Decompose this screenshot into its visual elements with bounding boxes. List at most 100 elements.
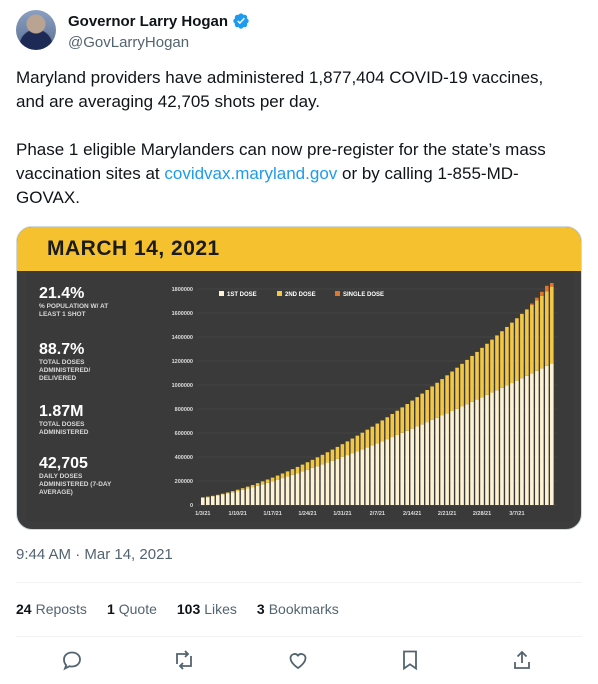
bar-second-dose (390, 414, 395, 438)
bar-second-dose (275, 475, 280, 480)
bar-second-dose (255, 483, 260, 486)
bar-second-dose (315, 457, 320, 467)
bar-second-dose (400, 407, 405, 433)
metric-label: Quote (118, 601, 157, 617)
bar-first-dose (235, 491, 240, 505)
metric-count: 103 (176, 601, 201, 617)
bar-second-dose (455, 367, 459, 409)
y-tick-label: 1200000 (172, 359, 193, 365)
y-tick-label: 1800000 (172, 287, 193, 293)
bar-first-dose (230, 492, 235, 505)
author-display-name[interactable]: Governor Larry Hogan (68, 12, 229, 30)
stat-value: 1.87M (39, 403, 84, 420)
tweet-paragraph-2-pre: Phase 1 eligible Marylanders can now pre… (16, 140, 546, 183)
bar-second-dose (205, 496, 210, 498)
bar-first-dose (395, 434, 400, 505)
bar-second-dose (360, 432, 365, 450)
covidvax-link[interactable]: covidvax.maryland.gov (164, 164, 338, 183)
bar-second-dose (485, 343, 489, 395)
bar-second-dose (430, 386, 434, 420)
bar-second-dose (425, 390, 429, 423)
bar-first-dose (360, 449, 365, 505)
bar-second-dose (250, 484, 255, 488)
bar-second-dose (340, 444, 345, 457)
bar-first-dose (245, 488, 250, 505)
bar-second-dose (385, 417, 390, 440)
tweet-timestamp[interactable]: 9:44 AM · Mar 14, 2021 (16, 546, 173, 563)
bar-first-dose (225, 493, 230, 505)
bar-first-dose (455, 408, 459, 505)
x-tick-label: 1/17/21 (263, 511, 281, 517)
stat-daily-average: 42,705 DAILY DOSES ADMINISTERED (7-DAY A… (39, 455, 149, 497)
bookmark-icon[interactable] (398, 648, 422, 672)
metric-likes[interactable]: 103 Likes (177, 601, 237, 617)
metric-reposts[interactable]: 24 Reposts (16, 601, 87, 617)
bar-first-dose (510, 383, 514, 505)
bar-first-dose (550, 363, 554, 505)
author-name-row: Governor Larry Hogan (68, 12, 250, 30)
bar-second-dose (440, 379, 444, 416)
stat-label: TOTAL DOSES ADMINISTERED/ DELIVERED (39, 359, 91, 382)
bar-second-dose (530, 304, 534, 374)
like-icon[interactable] (286, 648, 310, 672)
metric-quotes[interactable]: 1 Quote (107, 601, 157, 617)
y-tick-label: 600000 (175, 431, 193, 437)
tweet-media-image[interactable]: MARCH 14, 2021 21.4% % POPULATION W/ AT … (16, 226, 582, 530)
avatar[interactable] (16, 10, 56, 50)
bar-second-dose (330, 449, 335, 461)
bar-first-dose (330, 460, 335, 505)
bar-first-dose (260, 484, 265, 505)
stat-value: 42,705 (39, 455, 88, 472)
bar-first-dose (440, 415, 444, 505)
bar-second-dose (490, 339, 494, 393)
x-tick-label: 2/21/21 (438, 511, 456, 517)
bar-second-dose (230, 491, 235, 493)
bar-first-dose (530, 373, 534, 505)
y-tick-label: 0 (190, 503, 193, 509)
bar-second-dose (495, 335, 499, 391)
bar-first-dose (460, 406, 464, 505)
divider (16, 636, 582, 637)
y-tick-label: 200000 (175, 479, 193, 485)
metric-count: 24 (16, 601, 32, 617)
bar-second-dose (520, 313, 524, 379)
bar-first-dose (400, 432, 405, 505)
bar-first-dose (485, 394, 489, 505)
bar-second-dose (295, 466, 300, 474)
bar-first-dose (345, 455, 350, 505)
bar-second-dose (415, 397, 419, 427)
bar-second-dose (550, 286, 554, 364)
bar-single-dose (550, 283, 554, 287)
bar-second-dose (435, 382, 439, 418)
verified-badge-icon (233, 13, 249, 29)
metric-label: Likes (204, 601, 237, 617)
bar-first-dose (480, 397, 484, 505)
metric-bookmarks[interactable]: 3 Bookmarks (257, 601, 339, 617)
stat-total-doses: 1.87M TOTAL DOSES ADMINISTERED (39, 403, 149, 437)
x-tick-label: 2/7/21 (370, 511, 385, 517)
x-tick-label: 3/7/21 (509, 511, 524, 517)
bar-second-dose (525, 309, 529, 376)
bar-first-dose (410, 428, 414, 505)
bar-second-dose (260, 481, 265, 485)
repost-icon[interactable] (172, 648, 196, 672)
reply-icon[interactable] (60, 648, 84, 672)
bar-first-dose (365, 447, 370, 505)
stat-label: TOTAL DOSES ADMINISTERED (39, 421, 89, 436)
bar-first-dose (335, 458, 340, 505)
bar-first-dose (220, 494, 225, 505)
bar-first-dose (450, 411, 454, 505)
bar-first-dose (290, 474, 295, 505)
bar-second-dose (375, 423, 380, 444)
bar-first-dose (535, 370, 539, 505)
infographic-banner: MARCH 14, 2021 (17, 227, 581, 271)
author-handle[interactable]: @GovLarryHogan (68, 34, 190, 51)
tweet-text: Maryland providers have administered 1,8… (16, 66, 576, 234)
y-tick-label: 1400000 (172, 335, 193, 341)
bar-first-dose (435, 417, 439, 505)
share-icon[interactable] (510, 648, 534, 672)
action-bar (60, 646, 550, 674)
metric-count: 1 (106, 601, 115, 617)
x-tick-label: 2/14/21 (403, 511, 421, 517)
bar-single-dose (540, 291, 544, 296)
